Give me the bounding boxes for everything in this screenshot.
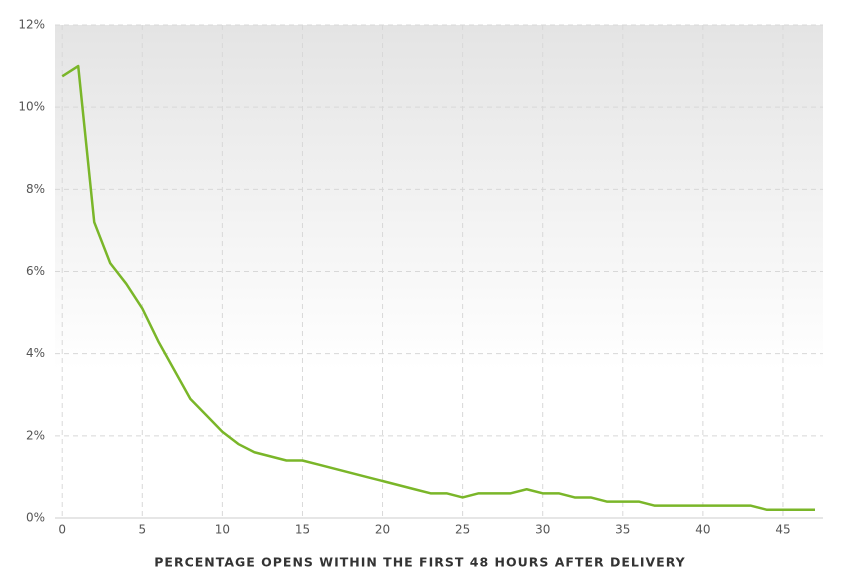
y-tick-label: 12% <box>18 18 45 32</box>
x-tick-label: 20 <box>375 523 390 537</box>
x-tick-label: 25 <box>455 523 470 537</box>
y-tick-label: 0% <box>26 511 45 525</box>
y-tick-label: 2% <box>26 428 45 442</box>
x-axis-label: PERCENTAGE OPENS WITHIN THE FIRST 48 HOU… <box>154 555 685 570</box>
x-tick-label: 10 <box>215 523 230 537</box>
x-tick-label: 30 <box>535 523 550 537</box>
x-tick-label: 40 <box>695 523 710 537</box>
y-tick-label: 8% <box>26 182 45 196</box>
y-tick-label: 10% <box>18 100 45 114</box>
y-tick-label: 6% <box>26 264 45 278</box>
x-tick-label: 45 <box>775 523 790 537</box>
x-tick-label: 0 <box>58 523 66 537</box>
data-line <box>61 64 815 512</box>
x-tick-label: 15 <box>295 523 310 537</box>
x-tick-label: 35 <box>615 523 630 537</box>
x-tick-label: 5 <box>138 523 146 537</box>
y-tick-label: 4% <box>26 346 45 360</box>
